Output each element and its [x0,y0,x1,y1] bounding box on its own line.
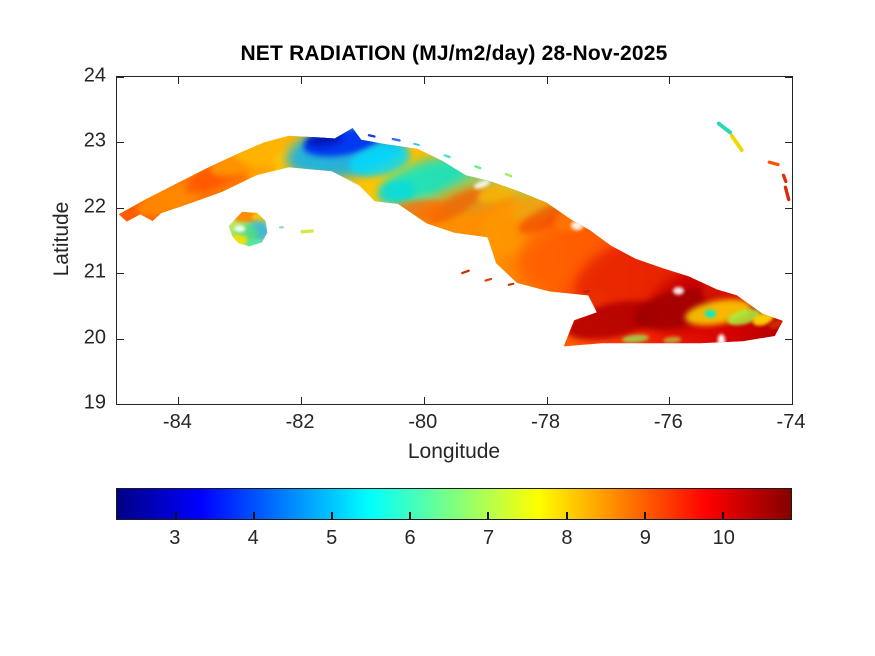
y-tick-mark [117,273,124,275]
colorbar-tick-label: 3 [169,527,181,549]
y-tick-mark [117,404,124,405]
y-tick-mark [785,273,792,275]
y-tick-mark [785,404,792,405]
y-tick-mark [117,338,124,340]
x-tick-mark [178,397,180,404]
x-tick-mark [178,77,180,84]
colorbar-tick-mark [565,512,568,519]
colorbar-tick-label: 10 [712,527,735,549]
y-tick-label: 21 [83,260,106,283]
y-tick-mark [785,338,792,340]
x-tick-mark [423,77,425,84]
cuba-heatmap [117,77,792,404]
colorbar-tick-mark [721,512,724,519]
colorbar-tick-mark [409,512,412,519]
y-tick-label: 20 [83,326,106,349]
y-tick-mark [117,142,124,144]
x-tick-mark [301,77,303,84]
colorbar-tick-mark [174,512,177,519]
y-tick-mark [117,77,124,78]
x-tick-mark [546,397,548,404]
y-tick-mark [785,77,792,78]
colorbar-tick-label: 9 [639,527,651,549]
y-tick-mark [785,142,792,144]
colorbar-tick-label: 8 [561,527,573,549]
y-tick-mark [117,207,124,209]
y-tick-label: 23 [83,129,106,152]
x-tick-label: -84 [162,411,192,433]
colorbar-tick-label: 5 [326,527,338,549]
cuba-map-svg [118,121,791,347]
x-tick-label: -82 [285,411,315,433]
x-tick-label: -80 [408,411,438,433]
colorbar-tick-label: 4 [247,527,259,549]
x-tick-mark [669,77,671,84]
small-islets [279,121,791,293]
colorbar-tick-label: 7 [482,527,495,549]
x-tick-mark [546,77,548,84]
x-tick-label: -78 [531,411,560,433]
x-tick-mark [792,397,793,404]
x-tick-mark [792,77,793,84]
x-tick-label: -74 [776,411,806,433]
y-tick-mark [785,207,792,209]
colorbar-tick-mark [643,512,646,519]
x-tick-mark [423,397,425,404]
y-tick-label: 24 [83,64,106,87]
colorbar-tick-mark [252,512,255,519]
colorbar-tick-mark [331,512,334,519]
x-tick-mark [301,397,303,404]
x-tick-label: -76 [653,411,683,433]
x-tick-mark [669,397,671,404]
y-tick-label: 19 [83,391,106,414]
x-axis-label: Longitude [407,440,501,463]
colorbar [116,488,792,520]
plot-area [116,76,793,405]
colorbar-tick-label: 6 [404,527,416,549]
y-tick-label: 22 [83,195,106,218]
page-title: NET RADIATION (MJ/m2/day) 28-Nov-2025 [240,42,668,65]
colorbar-tick-mark [487,512,490,519]
